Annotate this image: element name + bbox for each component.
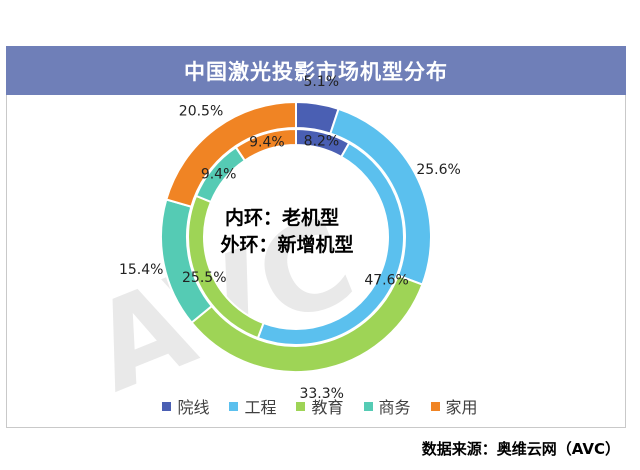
inner-value-label: 25.5% bbox=[182, 270, 226, 286]
outer-value-label: 5.1% bbox=[303, 74, 339, 90]
legend-item: 工程 bbox=[229, 394, 276, 418]
center-label-outer: 外环：新增机型 bbox=[220, 233, 353, 256]
legend-swatch bbox=[430, 401, 440, 411]
legend-label: 院线 bbox=[177, 398, 210, 417]
outer-value-label: 20.5% bbox=[179, 104, 223, 120]
legend-label: 教育 bbox=[311, 398, 344, 417]
outer-value-label: 25.6% bbox=[416, 162, 460, 178]
legend-item: 家用 bbox=[430, 394, 478, 418]
legend-swatch bbox=[363, 401, 373, 411]
inner-value-label: 8.2% bbox=[304, 133, 340, 149]
chart-title: 中国激光投影市场机型分布 bbox=[6, 46, 626, 95]
legend-swatch bbox=[296, 401, 306, 411]
legend-item: 院线 bbox=[162, 394, 209, 418]
legend-item: 教育 bbox=[296, 394, 344, 418]
legend-swatch bbox=[229, 401, 239, 411]
legend-label: 家用 bbox=[445, 398, 478, 417]
outer-value-label: 15.4% bbox=[119, 262, 163, 278]
inner-value-label: 9.4% bbox=[201, 167, 237, 183]
legend-label: 商务 bbox=[378, 398, 411, 417]
inner-ring bbox=[187, 127, 405, 346]
value-labels: 8.2% 47.6% 25.5% 9.4% 9.4% 5.1% 25.6% 33.3% 15.4… bbox=[119, 74, 461, 402]
inner-value-label: 47.6% bbox=[364, 272, 408, 288]
outer-value-label: 33.3% bbox=[299, 386, 343, 402]
legend-swatch bbox=[162, 401, 172, 411]
chart-legend: 院线 工程 教育 商务 家用 bbox=[0, 394, 640, 418]
legend-label: 工程 bbox=[244, 398, 277, 417]
inner-value-label: 9.4% bbox=[249, 134, 285, 150]
legend-item: 商务 bbox=[363, 394, 411, 418]
source-note: 数据来源：奥维云网（AVC） bbox=[421, 440, 620, 458]
center-label-inner: 内环：老机型 bbox=[225, 206, 339, 229]
inner-slice-家用 bbox=[234, 127, 297, 162]
